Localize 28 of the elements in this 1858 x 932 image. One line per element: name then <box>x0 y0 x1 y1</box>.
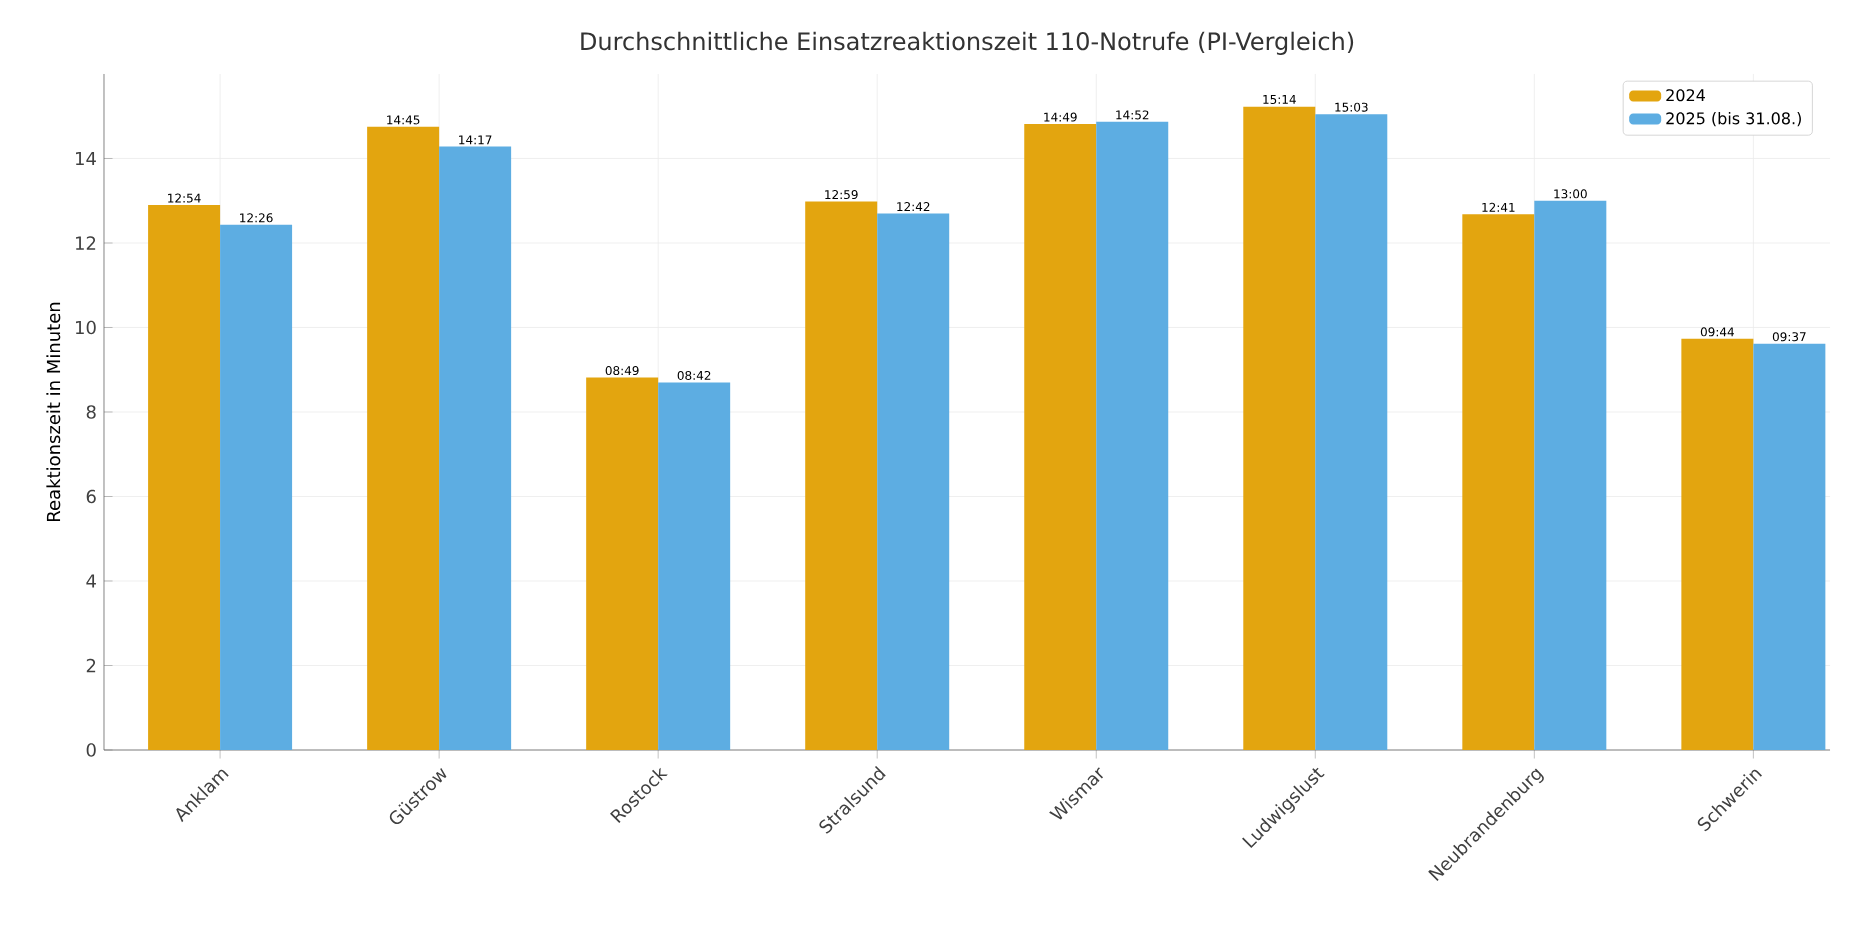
legend-label: 2025 (bis 31.08.) <box>1666 112 1801 127</box>
bar <box>1462 214 1535 750</box>
bar <box>586 377 659 750</box>
bar <box>439 146 512 750</box>
bar <box>367 126 440 750</box>
bar <box>1753 343 1826 750</box>
bar <box>1096 121 1169 750</box>
bar <box>220 224 293 750</box>
bar <box>1534 200 1607 750</box>
bar <box>658 382 731 750</box>
legend-label: 2024 <box>1666 89 1705 102</box>
y-tick-label: 14 <box>76 151 96 166</box>
bar <box>1243 106 1316 750</box>
y-tick-label: 0 <box>86 743 96 757</box>
bar <box>805 201 878 750</box>
bar <box>148 204 221 750</box>
y-tick-label: 6 <box>86 489 96 504</box>
bar <box>877 213 950 750</box>
chart-title: Durchschnittliche Einsatzreaktionszeit 110-Notrufe (PI-Vergleich) <box>581 31 1354 55</box>
bar <box>1681 338 1754 750</box>
bar <box>1024 123 1097 750</box>
y-tick-label: 4 <box>86 574 96 588</box>
y-tick-label: 12 <box>76 236 96 250</box>
bar <box>1315 114 1388 750</box>
y-tick-label: 10 <box>76 320 96 335</box>
y-tick-label: 8 <box>86 405 96 419</box>
y-axis-title: Reaktionszeit in Minuten <box>46 302 61 521</box>
y-tick-label: 2 <box>86 658 96 673</box>
